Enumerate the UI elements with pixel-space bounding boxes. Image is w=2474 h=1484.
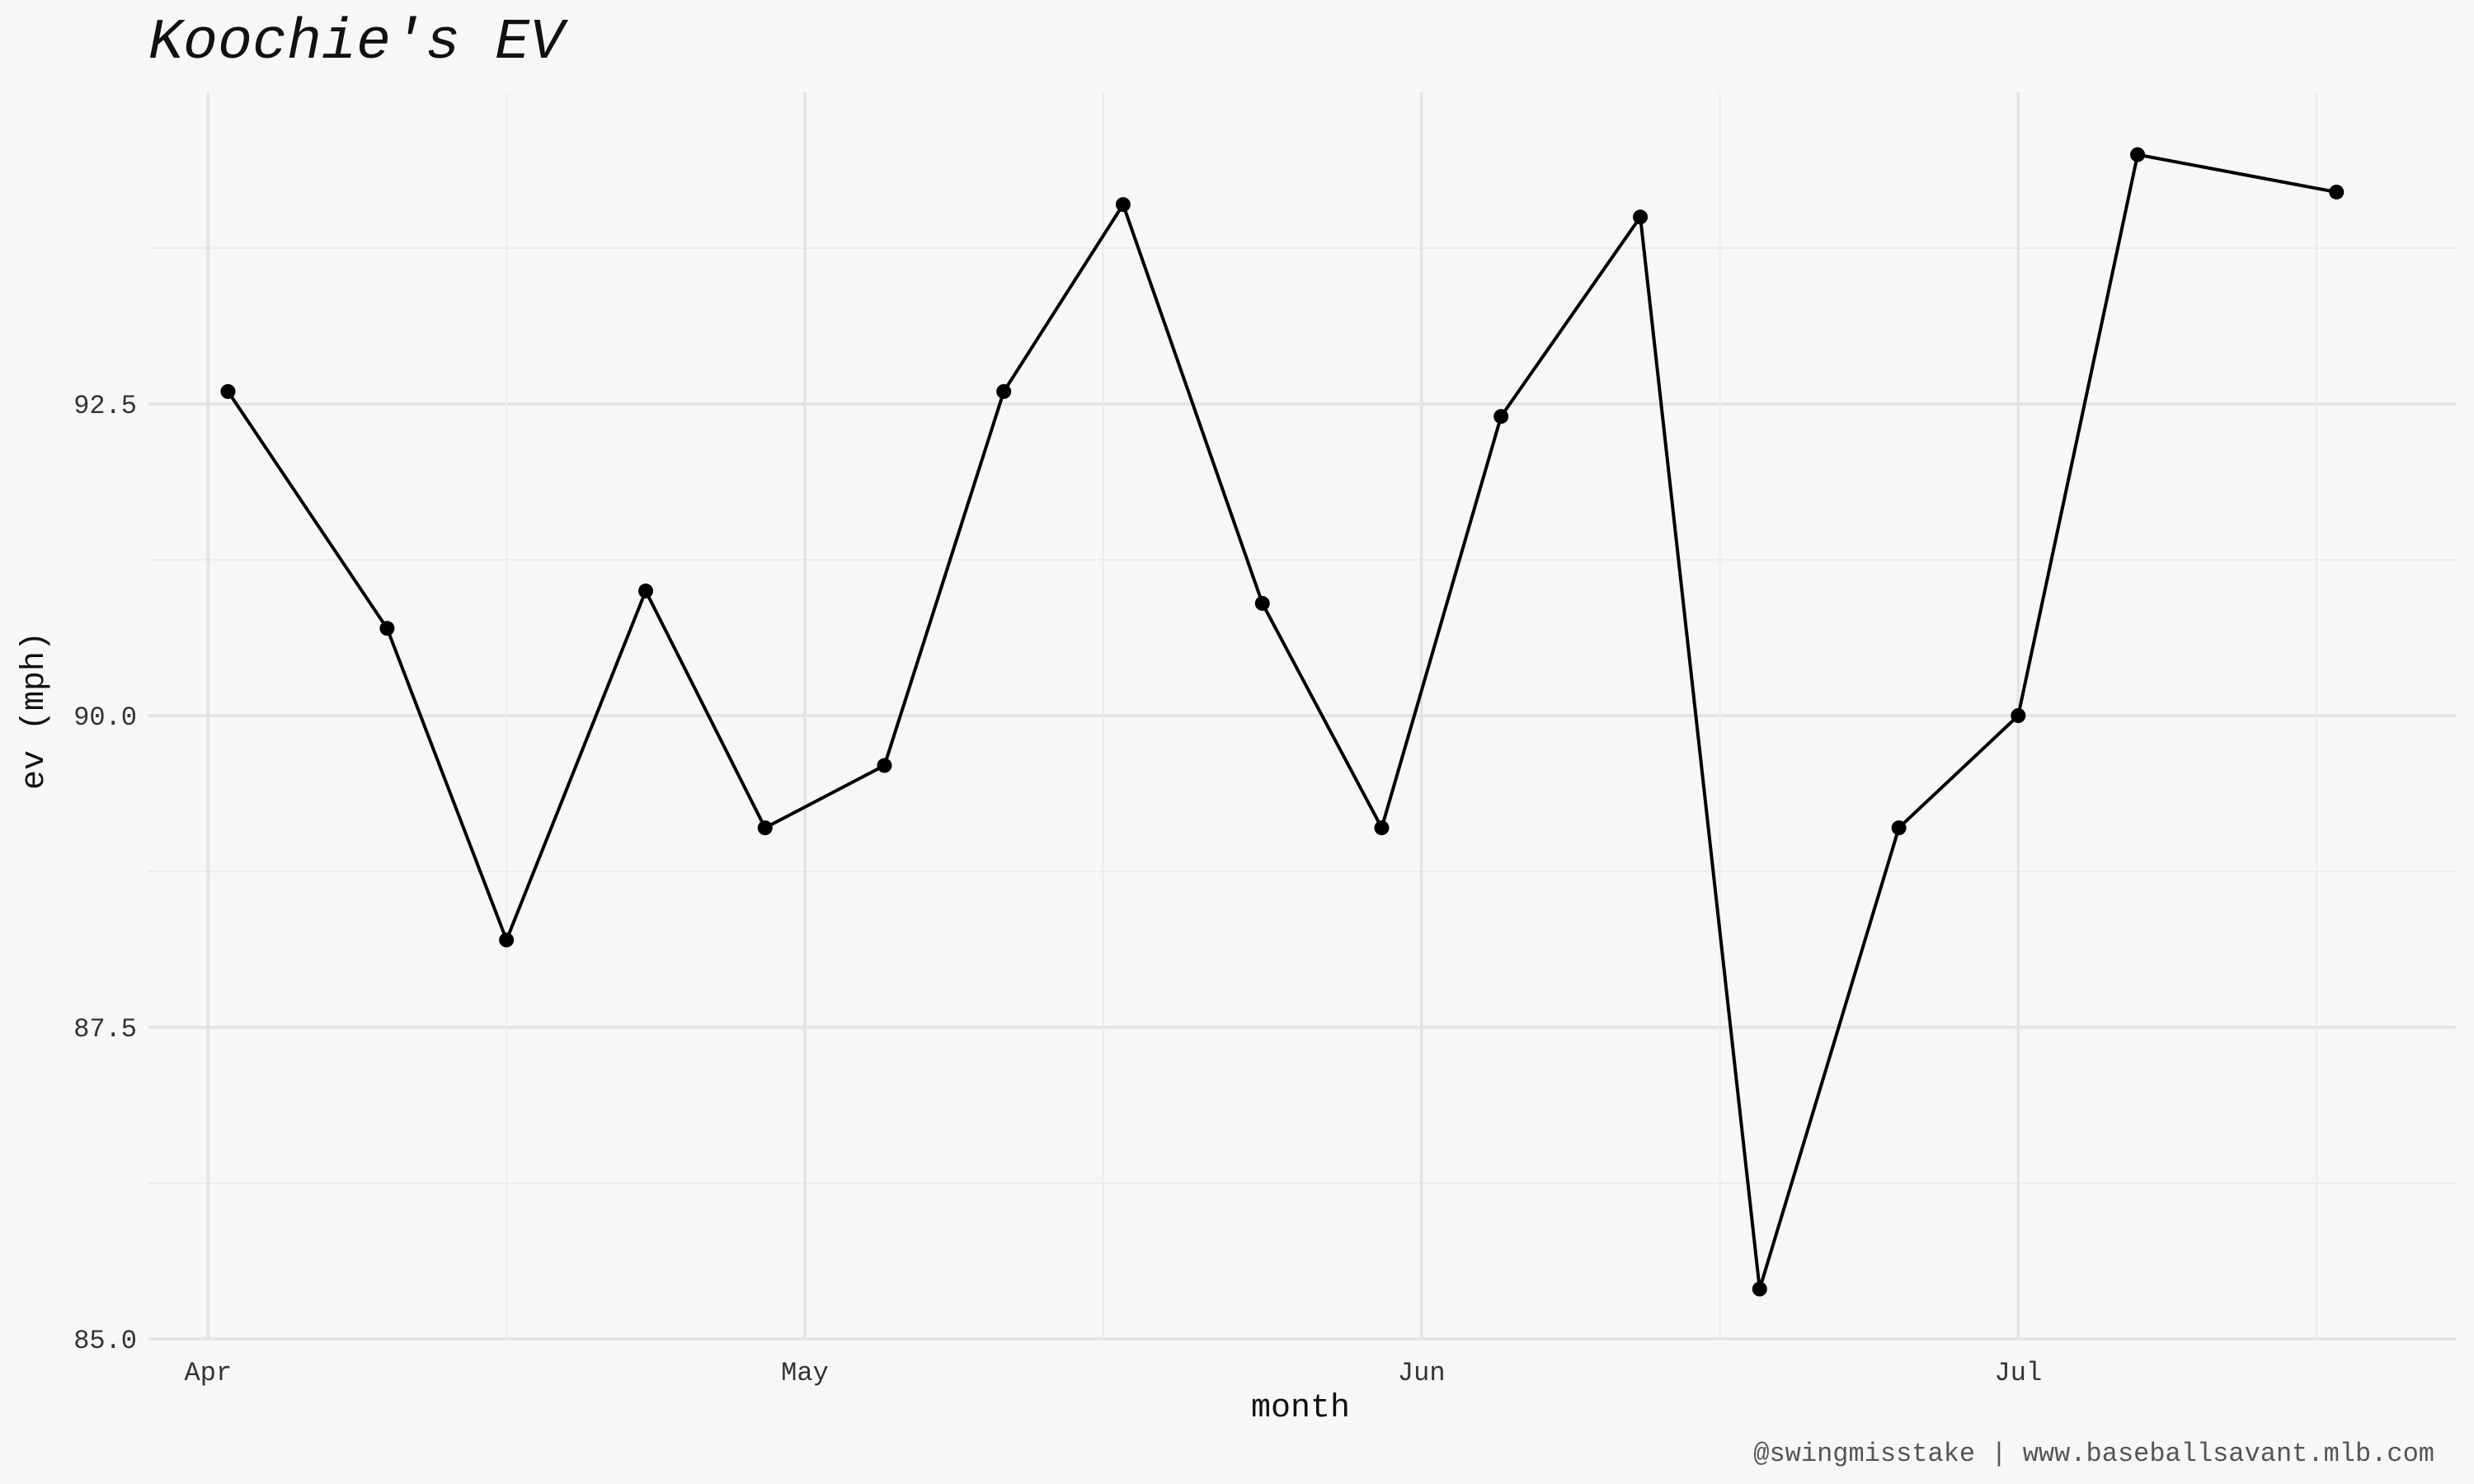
ev-data-point-15 bbox=[2130, 147, 2146, 162]
ev-data-point-8 bbox=[1254, 595, 1270, 611]
ev-data-point-6 bbox=[996, 383, 1012, 399]
ev-data-point-10 bbox=[1493, 409, 1509, 425]
y-tick-label-3: 92.5 bbox=[73, 391, 137, 421]
x-tick-label-0: Apr bbox=[185, 1358, 233, 1388]
y-tick-label-0: 85.0 bbox=[73, 1326, 137, 1356]
ev-data-point-0 bbox=[220, 383, 236, 399]
ev-data-point-12 bbox=[1752, 1281, 1767, 1297]
x-tick-label-3: Jul bbox=[1995, 1358, 2043, 1388]
ev-data-point-16 bbox=[2329, 184, 2345, 200]
ev-data-point-9 bbox=[1374, 820, 1390, 836]
y-axis-title: ev (mph) bbox=[16, 632, 54, 790]
x-axis-ticks: Apr May Jun Jul bbox=[185, 1358, 2043, 1388]
y-tick-label-1: 87.5 bbox=[73, 1014, 137, 1045]
ev-data-point-14 bbox=[2011, 708, 2026, 723]
ev-data-point-1 bbox=[379, 621, 395, 636]
chart-title: Koochie's EV bbox=[148, 11, 568, 76]
series-layer bbox=[220, 147, 2345, 1297]
source-caption: @swingmisstake | www.baseballsavant.mlb.… bbox=[1753, 1439, 2434, 1469]
grid-layer bbox=[148, 92, 2456, 1341]
ev-data-point-2 bbox=[499, 932, 515, 948]
ev-data-point-11 bbox=[1633, 209, 1649, 225]
y-tick-label-2: 90.0 bbox=[73, 702, 137, 733]
ev-data-point-3 bbox=[638, 583, 654, 599]
ev-data-point-7 bbox=[1115, 197, 1131, 213]
x-axis-title: month bbox=[1251, 1390, 1350, 1427]
y-axis-ticks: 85.0 87.5 90.0 92.5 bbox=[73, 391, 137, 1356]
x-tick-label-1: May bbox=[781, 1358, 829, 1388]
ev-data-point-13 bbox=[1891, 820, 1907, 836]
x-tick-label-2: Jun bbox=[1398, 1358, 1446, 1388]
ev-data-point-5 bbox=[877, 758, 892, 773]
ev-data-point-4 bbox=[757, 820, 773, 836]
